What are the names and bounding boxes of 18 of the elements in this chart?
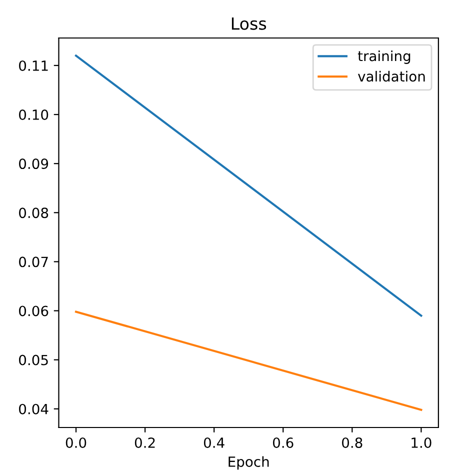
x-axis-title: Epoch	[228, 456, 269, 470]
y-tick-label: 0.08	[19, 208, 48, 218]
y-tick-label: 0.04	[19, 404, 48, 414]
y-tick-label: 0.11	[19, 60, 48, 71]
x-tick-label: 0.6	[272, 437, 294, 448]
y-tick-label: 0.06	[19, 306, 48, 316]
x-tick-label: 1.0	[412, 437, 432, 448]
chart-title: Loss	[232, 18, 266, 30]
x-tick-label: 0.4	[204, 437, 224, 448]
y-tick-label: 0.09	[19, 158, 48, 170]
y-tick-label: 0.10	[19, 109, 48, 120]
legend-label: validation	[358, 70, 425, 82]
x-tick-label: 0.0	[66, 437, 86, 448]
x-tick-label: 0.2	[134, 437, 155, 448]
y-tick-label: 0.05	[19, 354, 48, 366]
y-tick-label: 0.07	[19, 256, 48, 268]
legend-label: training	[358, 50, 410, 64]
x-tick-label: 0.8	[342, 437, 362, 448]
